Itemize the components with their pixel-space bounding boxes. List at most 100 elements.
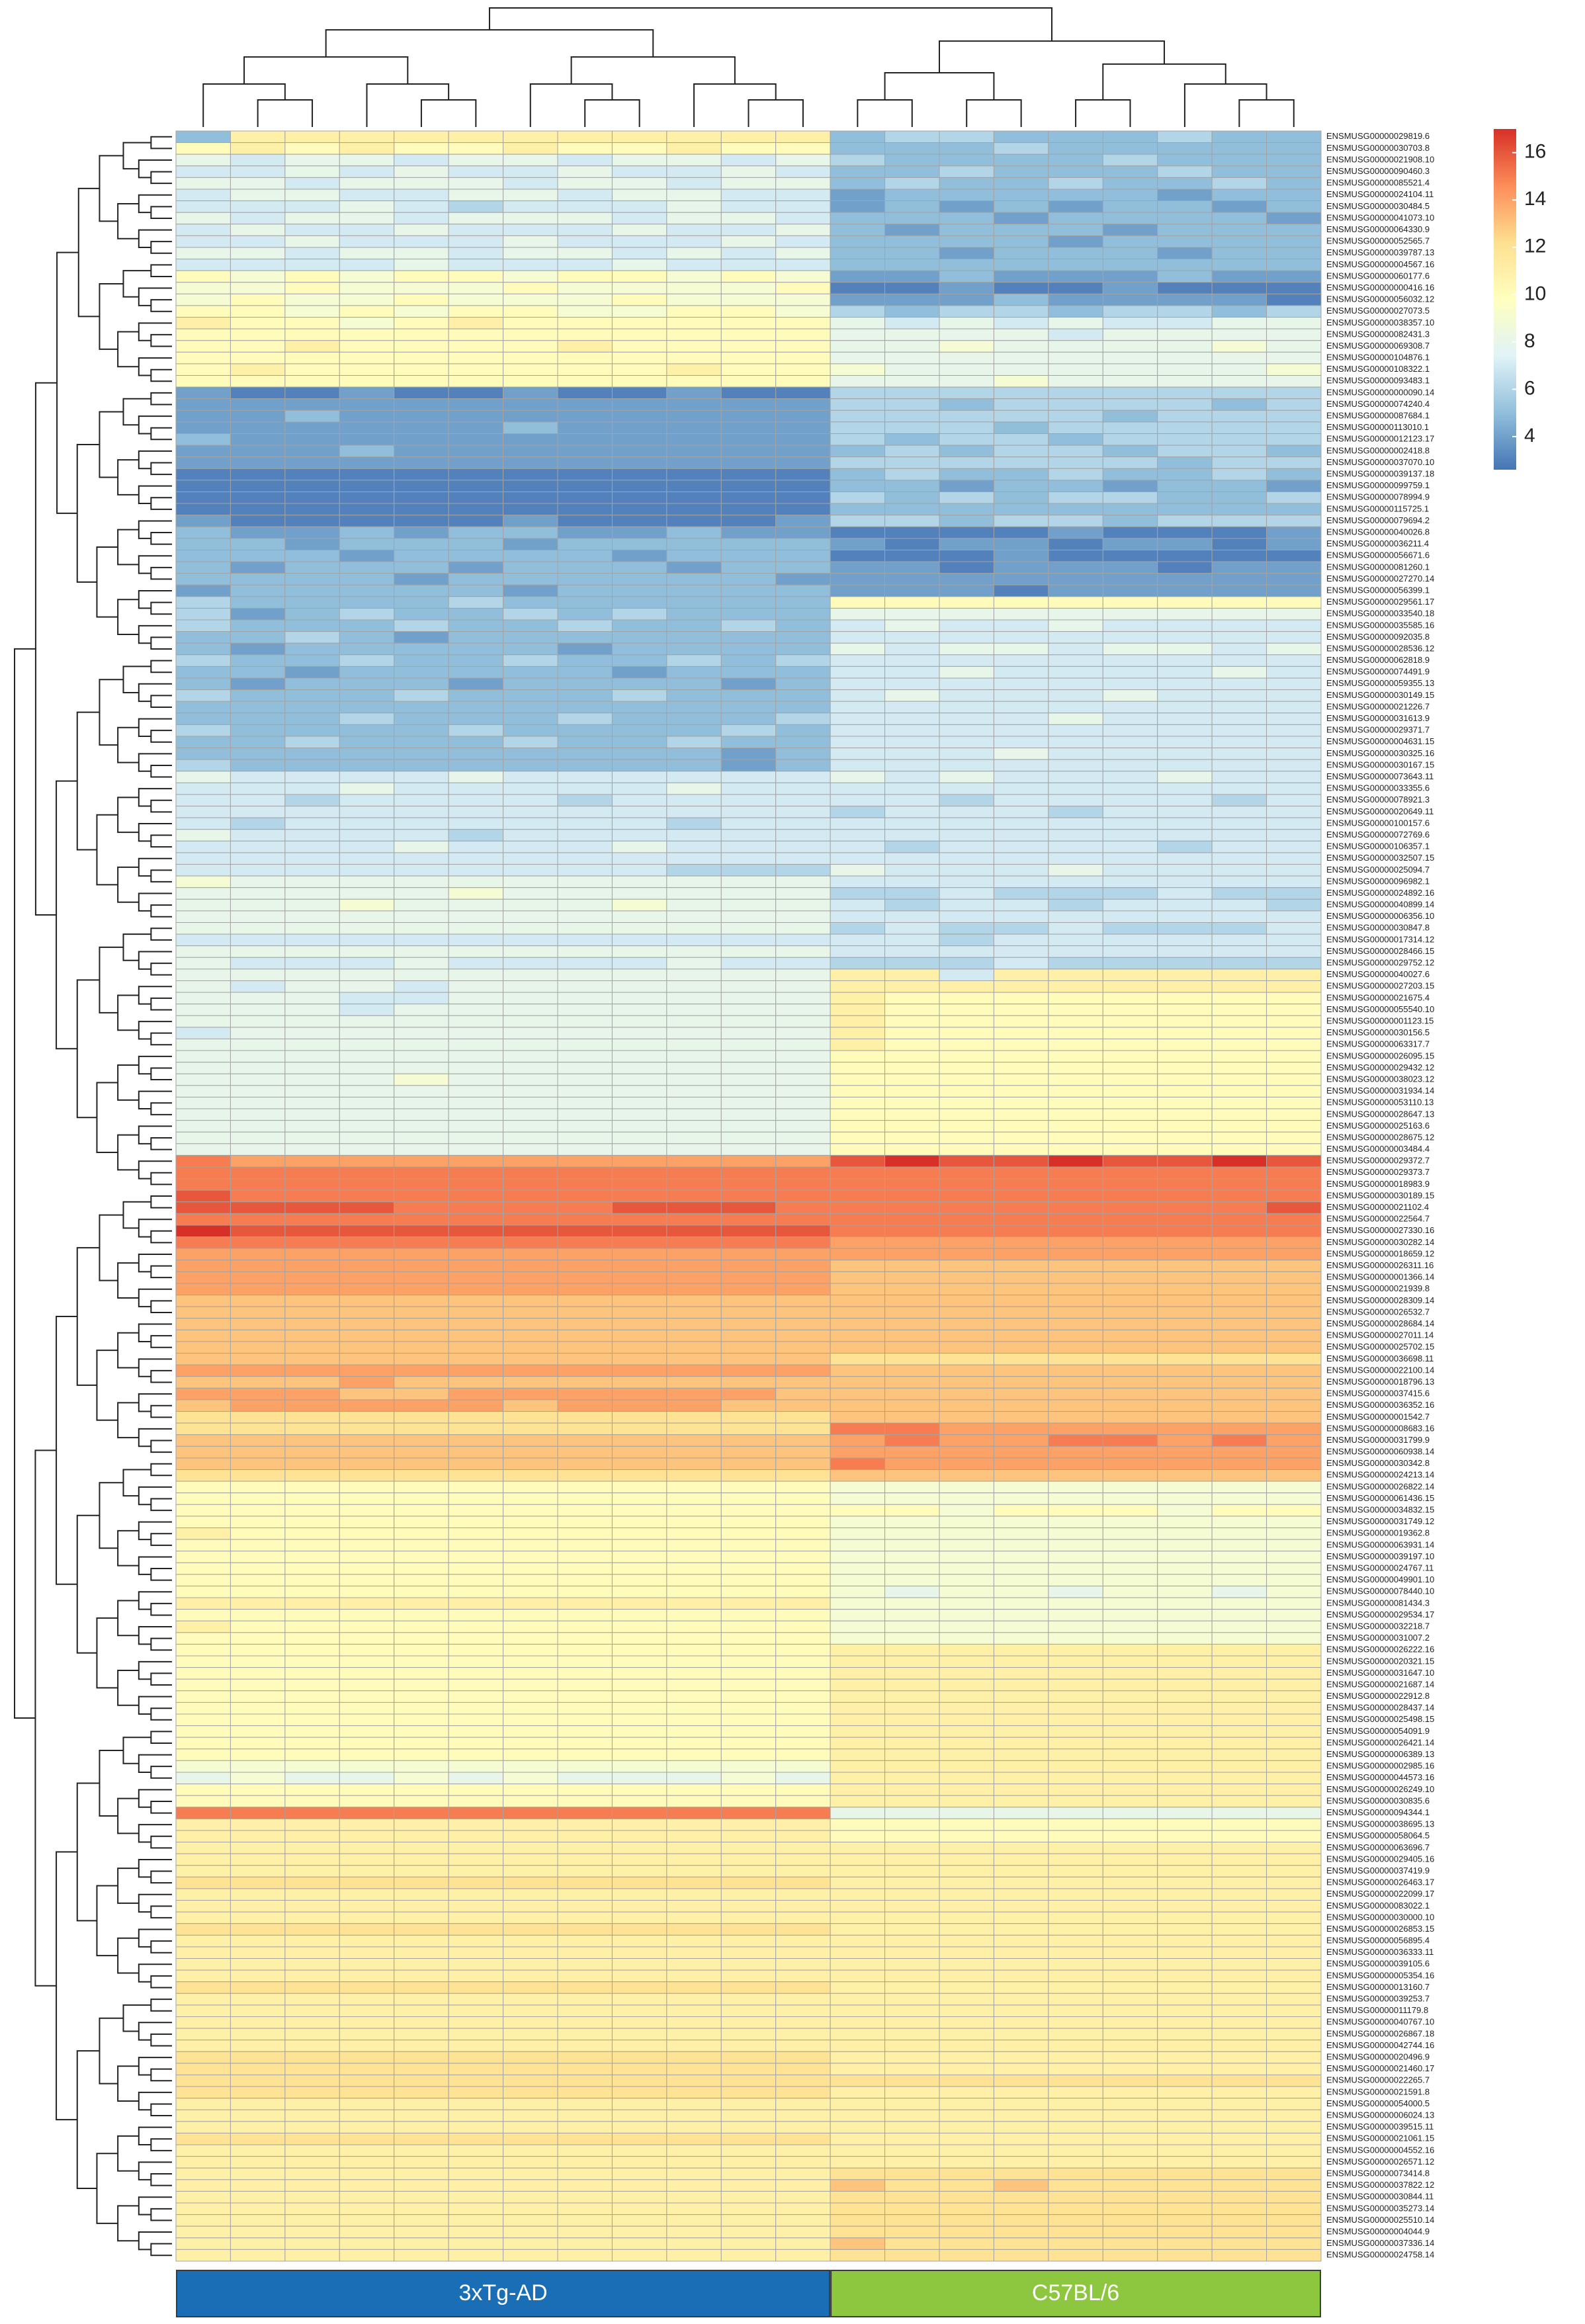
heatmap-cell — [230, 561, 286, 574]
heatmap-cell — [884, 1562, 940, 1575]
heatmap-cell — [557, 386, 613, 400]
row-dendrogram-branch — [150, 2243, 172, 2257]
heatmap-cell — [448, 1574, 504, 1586]
heatmap-cell — [884, 142, 940, 155]
heatmap-cell — [830, 1784, 886, 1796]
heatmap-cell — [884, 282, 940, 294]
heatmap-cell — [993, 1399, 1049, 1412]
heatmap-cell — [993, 1923, 1049, 1936]
heatmap-cell — [775, 1457, 831, 1470]
heatmap-cell — [557, 1038, 613, 1051]
row-dendrogram-branch — [150, 427, 172, 441]
heatmap-cell — [175, 782, 231, 795]
heatmap-cell — [720, 247, 777, 260]
heatmap-cell — [175, 1073, 231, 1086]
heatmap-cell — [830, 561, 886, 574]
heatmap-cell — [175, 2098, 231, 2110]
heatmap-cell — [339, 584, 395, 597]
heatmap-cell — [394, 1795, 449, 1808]
heatmap-cell — [175, 2004, 231, 2017]
heatmap-cell — [939, 968, 994, 981]
heatmap-cell — [503, 386, 558, 400]
heatmap-cell — [339, 409, 395, 423]
row-dendrogram-branch — [138, 2022, 172, 2041]
heatmap-cell — [1157, 1504, 1213, 1517]
heatmap-cell — [666, 1690, 722, 1703]
heatmap-cell — [666, 177, 722, 190]
heatmap-cell — [939, 1329, 994, 1342]
heatmap-cell — [230, 247, 286, 260]
heatmap-cell — [666, 2214, 722, 2227]
heatmap-cell — [939, 142, 994, 155]
heatmap-cell — [284, 1539, 340, 1552]
heatmap-cell — [284, 1784, 340, 1796]
heatmap-cell — [1102, 200, 1158, 213]
heatmap-cell — [884, 433, 940, 446]
heatmap-cell — [1266, 1818, 1322, 1831]
row-label: ENSMUSG00000040027.6 — [1326, 969, 1430, 979]
heatmap-cell — [884, 2167, 940, 2180]
heatmap-cell — [666, 1701, 722, 1715]
heatmap-cell — [284, 1888, 340, 1901]
heatmap-cell — [175, 1737, 231, 1750]
heatmap-cell — [175, 1399, 231, 1412]
heatmap-cell — [1266, 1027, 1322, 1039]
row-label: ENSMUSG00000021102.4 — [1326, 1202, 1429, 1212]
heatmap-cell — [884, 864, 940, 877]
heatmap-cell — [1266, 875, 1322, 888]
heatmap-cell — [830, 1445, 886, 1459]
heatmap-cell — [884, 1492, 940, 1505]
heatmap-cell — [503, 584, 558, 597]
heatmap-cell — [993, 2004, 1049, 2017]
heatmap-cell — [230, 1632, 286, 1645]
heatmap-cell — [394, 724, 449, 737]
heatmap-cell — [339, 1318, 395, 1330]
row-label: ENSMUSG00000028466.15 — [1326, 946, 1434, 956]
heatmap-cell — [720, 1189, 777, 1203]
heatmap-cell — [993, 1085, 1049, 1097]
heatmap-cell — [175, 1131, 231, 1144]
heatmap-cell — [1211, 1492, 1267, 1505]
heatmap-cell — [339, 1969, 395, 1983]
heatmap-cell — [503, 445, 558, 458]
heatmap-cell — [284, 1865, 340, 1877]
heatmap-cell — [775, 2004, 831, 2017]
heatmap-cell — [611, 1655, 667, 1668]
row-dendrogram-branch — [138, 2091, 172, 2111]
heatmap-cell — [1102, 864, 1158, 877]
heatmap-cell — [339, 224, 395, 236]
heatmap-cell — [720, 1131, 777, 1144]
heatmap-cell — [939, 1236, 994, 1249]
heatmap-cell — [720, 1807, 777, 1819]
heatmap-cell — [284, 1143, 340, 1156]
heatmap-cell — [666, 1643, 722, 1657]
heatmap-cell — [775, 130, 831, 144]
heatmap-cell — [394, 235, 449, 248]
heatmap-cell — [830, 224, 886, 236]
heatmap-cell — [720, 1283, 777, 1296]
heatmap-cell — [230, 386, 286, 400]
heatmap-cell — [666, 1853, 722, 1866]
row-label: ENSMUSG00000099759.1 — [1326, 480, 1430, 490]
heatmap-cell — [884, 712, 940, 725]
heatmap-cell — [339, 480, 395, 492]
heatmap-cell — [1157, 631, 1213, 644]
heatmap-cell — [557, 1609, 613, 1621]
heatmap-cell — [1266, 992, 1322, 1005]
heatmap-cell — [175, 480, 231, 492]
heatmap-cell — [394, 1062, 449, 1074]
heatmap-cell — [1266, 317, 1322, 329]
heatmap-cell — [884, 840, 940, 853]
heatmap-cell — [830, 1422, 886, 1436]
heatmap-cell — [775, 1166, 831, 1180]
heatmap-cell — [720, 2086, 777, 2099]
heatmap-cell — [448, 375, 504, 388]
heatmap-cell — [884, 817, 940, 830]
heatmap-cell — [1048, 305, 1103, 318]
heatmap-cell — [284, 864, 340, 877]
heatmap-cell — [993, 317, 1049, 329]
heatmap-cell — [1266, 1620, 1322, 1633]
column-dendrogram-branch — [243, 56, 409, 85]
heatmap-cell — [830, 1015, 886, 1028]
heatmap-cell — [884, 2121, 940, 2133]
